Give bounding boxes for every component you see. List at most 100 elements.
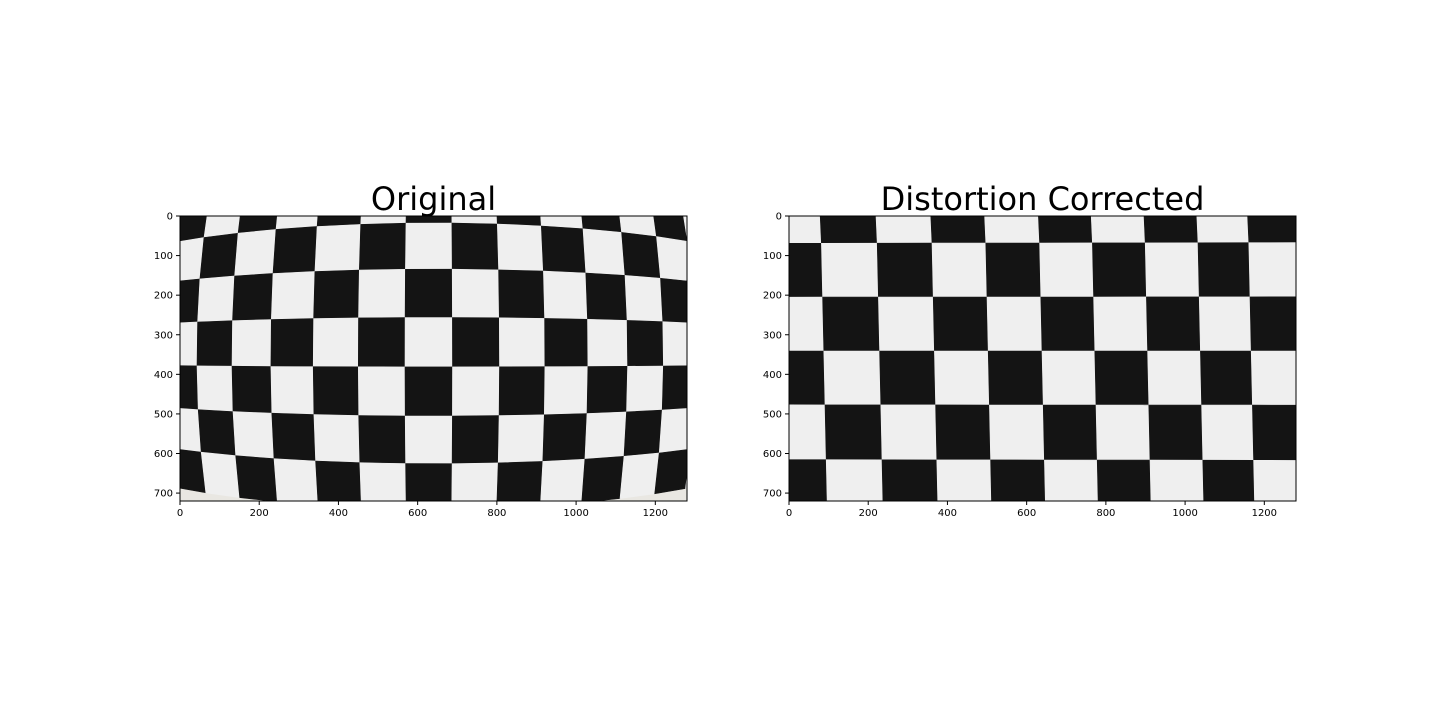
- corrected-square: [1308, 515, 1364, 571]
- original-square: [626, 320, 664, 367]
- corrected-y-tick-label: 300: [763, 330, 782, 341]
- original-square: [489, 79, 532, 112]
- original-square: [405, 216, 453, 224]
- corrected-square: [824, 404, 883, 461]
- original-square: [543, 270, 588, 320]
- corrected-square: [1093, 296, 1148, 352]
- corrected-square: [819, 216, 877, 217]
- original-square: [216, 124, 256, 163]
- original-square: [143, 242, 174, 285]
- corrected-square: [1149, 459, 1205, 501]
- original-square: [180, 449, 207, 494]
- original-square: [694, 323, 722, 366]
- original-title: Original: [370, 180, 497, 218]
- corrected-y-tick-label: 600: [763, 449, 782, 460]
- corrected-square: [1098, 514, 1152, 570]
- corrected-square: [1252, 404, 1296, 461]
- original-square: [451, 216, 498, 225]
- original-square: [324, 109, 368, 147]
- corrected-square: [1200, 350, 1253, 406]
- original-square: [363, 141, 408, 181]
- corrected-square: [989, 404, 1045, 461]
- corrected-square: [789, 459, 828, 501]
- original-square: [235, 455, 278, 501]
- original-square: [498, 317, 546, 368]
- corrected-square: [1246, 157, 1300, 215]
- original-square: [581, 455, 625, 501]
- corrected-square: [1204, 514, 1256, 570]
- original-square: [360, 216, 407, 225]
- corrected-square: [1143, 216, 1197, 217]
- corrected-square: [990, 459, 1046, 501]
- original-square: [531, 112, 574, 150]
- corrected-square: [987, 350, 1044, 406]
- original-square: [232, 411, 275, 460]
- original-square: [542, 413, 588, 462]
- original-square: [196, 103, 233, 139]
- original-square: [405, 222, 453, 270]
- corrected-square: [1094, 350, 1150, 406]
- original-square: [628, 102, 665, 138]
- original-square: [540, 216, 584, 230]
- original-square: [644, 162, 681, 204]
- corrected-square: [819, 216, 878, 244]
- corrected-x-tick-label: 0: [786, 508, 792, 519]
- corrected-square: [1143, 216, 1199, 244]
- corrected-square: [936, 459, 992, 501]
- original-square: [451, 268, 500, 319]
- original-square: [162, 140, 196, 179]
- original-square: [584, 411, 627, 460]
- corrected-square: [878, 296, 935, 352]
- corrected-square: [1196, 216, 1250, 244]
- corrected-square: [1040, 296, 1096, 352]
- original-x-tick-label: 1200: [643, 508, 668, 519]
- corrected-square: [876, 242, 934, 298]
- corrected-square: [880, 404, 938, 461]
- corrected-square: [938, 514, 993, 570]
- original-square: [358, 222, 407, 271]
- original-square: [313, 269, 360, 319]
- original-square: [452, 366, 500, 417]
- corrected-y-tick-label: 700: [763, 489, 782, 500]
- original-square: [187, 131, 224, 170]
- original-x-tick-label: 1000: [563, 508, 588, 519]
- corrected-square: [1304, 351, 1360, 405]
- original-square: [544, 318, 589, 368]
- corrected-square: [1305, 405, 1361, 460]
- original-x-tick-label: 400: [329, 508, 348, 519]
- original-square: [656, 236, 687, 282]
- corrected-square: [985, 242, 1042, 298]
- original-square: [271, 412, 316, 462]
- original-square: [585, 272, 628, 321]
- original-square: [357, 317, 406, 368]
- corrected-square: [1202, 459, 1255, 501]
- corrected-square: [992, 514, 1047, 570]
- corrected-square: [823, 350, 882, 406]
- original-x-tick-label: 600: [408, 508, 427, 519]
- original-square: [404, 366, 453, 417]
- original-square: [658, 408, 687, 454]
- original-square: [491, 108, 535, 145]
- original-y-tick-label: 100: [154, 251, 173, 262]
- corrected-square: [875, 216, 932, 217]
- original-square: [569, 116, 611, 155]
- original-square: [654, 449, 687, 495]
- original-square: [171, 112, 205, 148]
- original-square: [452, 317, 500, 368]
- original-square: [365, 107, 409, 143]
- corrected-square: [1306, 460, 1362, 514]
- original-square: [234, 229, 277, 277]
- original-square: [314, 224, 362, 272]
- original-square: [574, 150, 617, 192]
- corrected-square: [789, 216, 822, 244]
- corrected-x-tick-label: 1000: [1172, 508, 1197, 519]
- corrected-square: [752, 514, 829, 570]
- corrected-square: [825, 459, 884, 501]
- original-square: [586, 365, 628, 414]
- original-square: [237, 216, 278, 234]
- original-square: [619, 452, 660, 499]
- corrected-x-tick-label: 600: [1017, 508, 1036, 519]
- original-square: [197, 409, 237, 457]
